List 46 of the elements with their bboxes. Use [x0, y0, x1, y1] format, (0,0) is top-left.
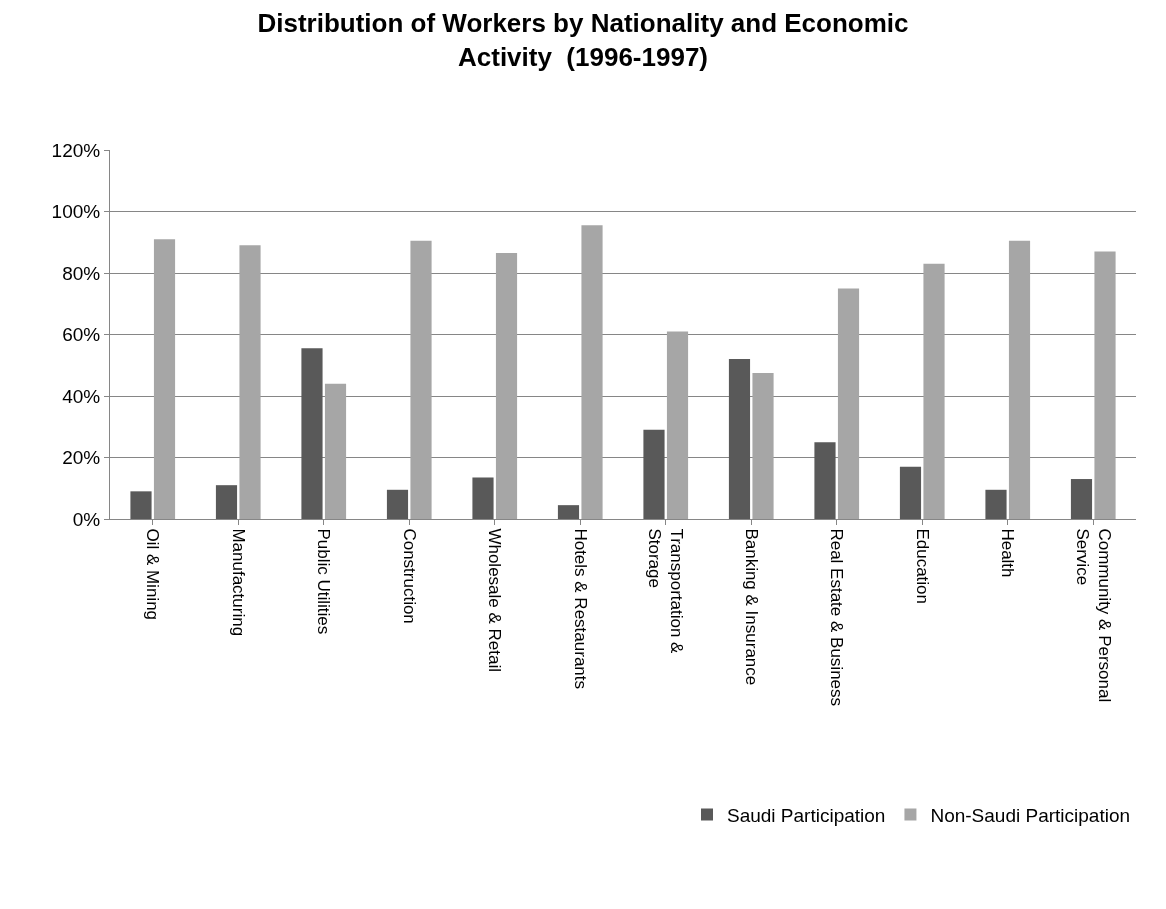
x-tick-label: Banking & Insurance	[741, 528, 761, 686]
bar	[1094, 251, 1116, 519]
bar	[130, 491, 152, 519]
bar	[472, 477, 494, 519]
bar	[728, 359, 751, 519]
bar	[410, 240, 432, 519]
x-tick-label: Health	[998, 528, 1018, 578]
x-tick-label: Transportation & Storage	[645, 528, 687, 655]
bar	[581, 225, 603, 519]
x-tick-label: Community & Personal Service	[1072, 528, 1114, 703]
y-tick-label: 120%	[51, 139, 101, 161]
bar	[495, 253, 518, 519]
x-tick-label: Hotels & Restaurants	[570, 528, 590, 690]
bar	[215, 485, 238, 519]
y-tick-label: 0%	[72, 508, 101, 530]
bar	[814, 442, 836, 519]
legend-label: Saudi Participation	[727, 805, 886, 827]
x-tick-label: Education	[912, 528, 932, 605]
bar	[557, 505, 580, 519]
bar	[153, 239, 176, 519]
y-tick-label: 20%	[62, 447, 101, 469]
y-tick-label: 100%	[51, 201, 101, 223]
bar	[301, 348, 323, 519]
x-tick-label: Oil & Mining	[143, 528, 163, 621]
y-tick-label: 60%	[62, 324, 101, 346]
x-tick-label: Real Estate & Business	[827, 528, 847, 707]
bar	[643, 429, 665, 519]
bar	[324, 383, 347, 519]
chart-title: Distribution of Workers by Nationality and Economic Activity (1996-1997)	[257, 7, 909, 72]
legend-label: Non-Saudi Participation	[930, 805, 1131, 827]
bar	[923, 263, 945, 519]
bar	[899, 466, 922, 519]
bar	[666, 331, 689, 519]
y-tick-label: 40%	[62, 385, 101, 407]
bar	[752, 372, 774, 519]
x-tick-label: Manufacturing	[228, 528, 248, 637]
y-tick-label: 80%	[62, 262, 101, 284]
bar	[386, 489, 409, 519]
bar	[837, 288, 860, 519]
x-tick-label: Public Utilities	[314, 528, 334, 635]
bar	[1070, 479, 1093, 519]
x-tick-label: Wholesale & Retail	[485, 528, 505, 673]
bar	[1008, 240, 1031, 519]
bar	[239, 245, 261, 519]
x-tick-label: Construction	[399, 528, 419, 624]
bar	[985, 489, 1007, 519]
